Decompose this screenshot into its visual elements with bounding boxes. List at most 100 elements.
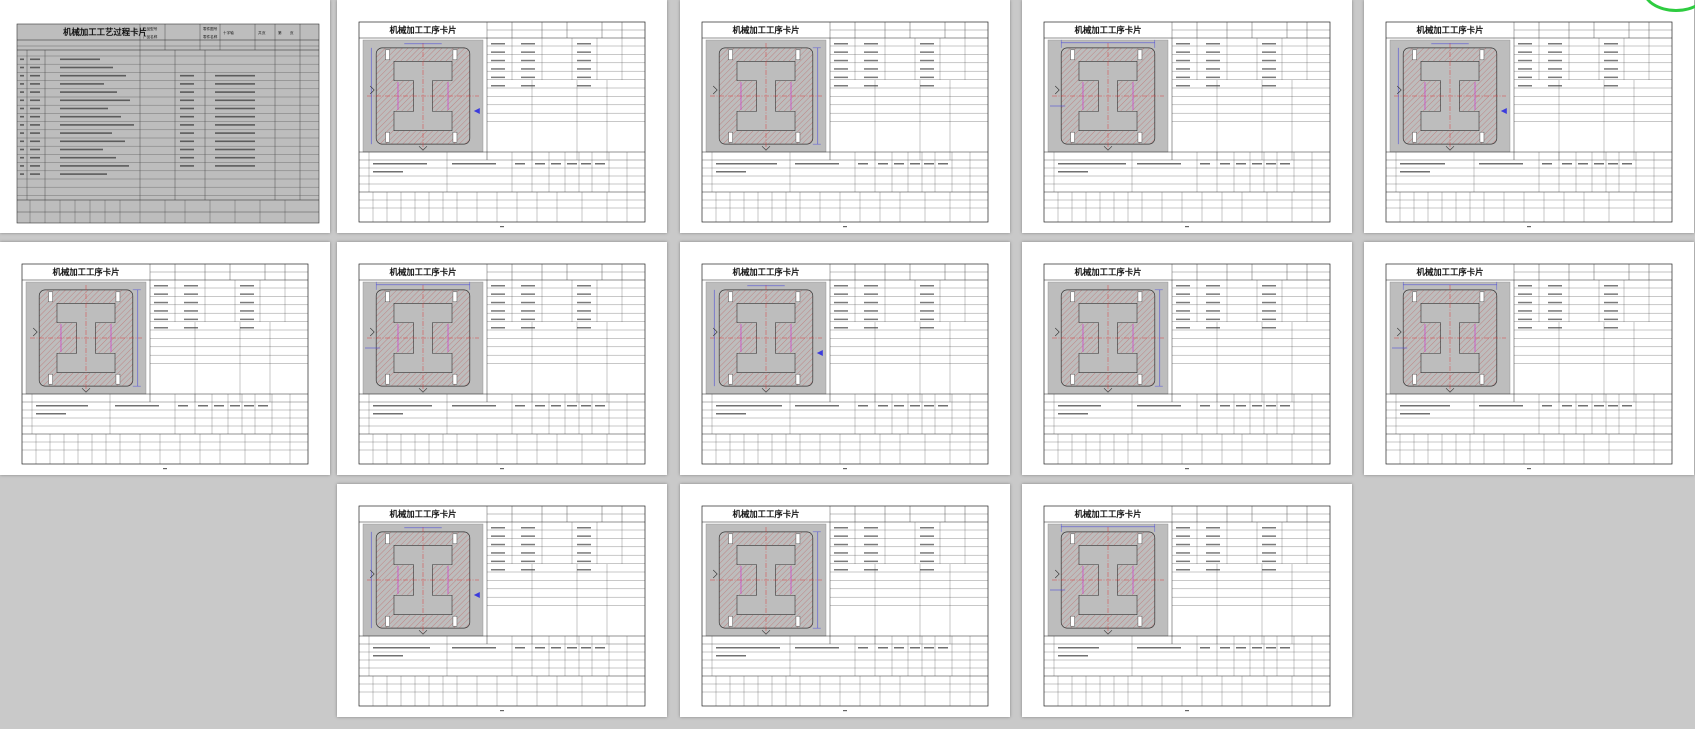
card-title: 机械加工工序卡片 [733, 509, 800, 519]
info-value [1206, 59, 1220, 62]
info-label [1176, 43, 1190, 45]
step-param [581, 405, 591, 407]
info-label [834, 310, 848, 312]
page-canvas: 机械加工工序卡片 [1043, 21, 1331, 228]
step-tooling [115, 405, 159, 407]
page-thumbnail-8[interactable]: 机械加工工序卡片 [680, 242, 1010, 475]
info-label [834, 301, 848, 304]
page-thumbnail-12[interactable]: 机械加工工序卡片 [680, 484, 1010, 717]
step-param [1622, 163, 1632, 165]
page-thumbnail-1[interactable]: 机械加工工艺过程卡片 产品型号 产品名称 零件图号 零件名称 十字轴共页第页 [0, 0, 330, 233]
step-content [36, 405, 88, 407]
step-param [878, 647, 888, 649]
info-value [521, 310, 535, 312]
clamp-symbol [81, 387, 91, 393]
info-label [1176, 310, 1190, 312]
step-param [567, 405, 577, 407]
step-param [595, 405, 605, 407]
page-number [1185, 710, 1189, 712]
info-value [1262, 68, 1276, 70]
step-param [515, 647, 525, 649]
page-thumbnail-5[interactable]: 机械加工工序卡片 [1364, 0, 1695, 233]
card-title: 机械加工工序卡片 [733, 25, 800, 35]
info-value [864, 310, 878, 312]
step-param [1220, 405, 1230, 407]
info-value [1262, 318, 1276, 321]
page-thumbnail-3[interactable]: 机械加工工序卡片 [680, 0, 1010, 233]
info-label [491, 85, 505, 87]
info-label [491, 293, 505, 295]
step-name [30, 148, 40, 151]
step-param [1252, 405, 1262, 407]
bore-hole [1070, 291, 1075, 303]
bore-hole [452, 291, 458, 303]
step-param [1236, 647, 1246, 649]
info-value [1262, 327, 1276, 329]
step-param [1622, 405, 1632, 407]
info-value [521, 43, 535, 45]
clamp-symbol [712, 85, 718, 95]
info-label [1176, 560, 1190, 563]
step-name [30, 165, 40, 167]
equipment-text [180, 148, 194, 151]
info-value [1604, 301, 1618, 304]
step-number [20, 115, 24, 118]
info-value [184, 310, 198, 312]
bore-hole [795, 49, 801, 61]
info-value [864, 285, 878, 287]
info-value [864, 569, 878, 571]
info-value [1262, 85, 1276, 87]
step-number [20, 165, 24, 167]
page-canvas: 机械加工工序卡片 [1043, 505, 1331, 712]
page-thumbnail-6[interactable]: 机械加工工序卡片 [0, 242, 330, 475]
page-number [1527, 468, 1531, 470]
step-param [595, 163, 605, 165]
step-name [30, 132, 40, 134]
page-thumbnail-7[interactable]: 机械加工工序卡片 [337, 242, 667, 475]
info-label [1518, 293, 1532, 295]
step-param [1266, 405, 1276, 407]
info-label [834, 543, 848, 546]
page-thumbnail-10[interactable]: 机械加工工序卡片 [1364, 242, 1694, 475]
step-content [373, 405, 432, 407]
step-tooling [795, 405, 839, 407]
page-canvas: 机械加工工序卡片 [701, 263, 989, 470]
operation-card-table: 机械加工工序卡片 [1043, 263, 1331, 470]
step-number [20, 148, 24, 151]
bore-hole [452, 131, 458, 143]
clamp-symbol [1103, 387, 1113, 393]
clamp-symbol [32, 327, 38, 337]
info-label [834, 527, 848, 529]
info-label [834, 535, 848, 537]
info-label [1518, 43, 1532, 45]
step-content [373, 171, 403, 173]
page-thumbnail-2[interactable]: 机械加工工序卡片 [337, 0, 667, 233]
info-label [1176, 552, 1190, 554]
info-value [521, 527, 535, 529]
page-thumbnail-9[interactable]: 机械加工工序卡片 [1022, 242, 1352, 475]
bore-hole [1137, 533, 1143, 545]
info-label [1518, 76, 1532, 79]
page-thumbnail-4[interactable]: 机械加工工序卡片 [1022, 0, 1352, 233]
page-thumbnail-11[interactable]: 机械加工工序卡片 [337, 484, 667, 717]
step-content [1058, 405, 1101, 407]
step-param [1280, 405, 1290, 407]
info-value [521, 543, 535, 546]
info-value [864, 560, 878, 563]
info-value [864, 76, 878, 79]
tooling-text [215, 99, 255, 102]
info-label [154, 310, 168, 312]
info-value [1206, 76, 1220, 79]
step-text [60, 107, 108, 110]
process-card-table: 机械加工工艺过程卡片产品型号产品名称零件图号零件名称十字轴共页第页 [16, 23, 320, 224]
bore-hole [795, 373, 801, 385]
bore-hole [1070, 615, 1075, 627]
info-value [521, 560, 535, 563]
clamp-symbol [1396, 85, 1402, 95]
page-thumbnail-13[interactable]: 机械加工工序卡片 [1022, 484, 1352, 717]
info-label [1176, 76, 1190, 79]
operation-card-table: 机械加工工序卡片 [1043, 21, 1331, 228]
card-title: 机械加工工序卡片 [390, 25, 457, 35]
header-label: 产品型号 [143, 26, 158, 31]
info-label [491, 560, 505, 563]
